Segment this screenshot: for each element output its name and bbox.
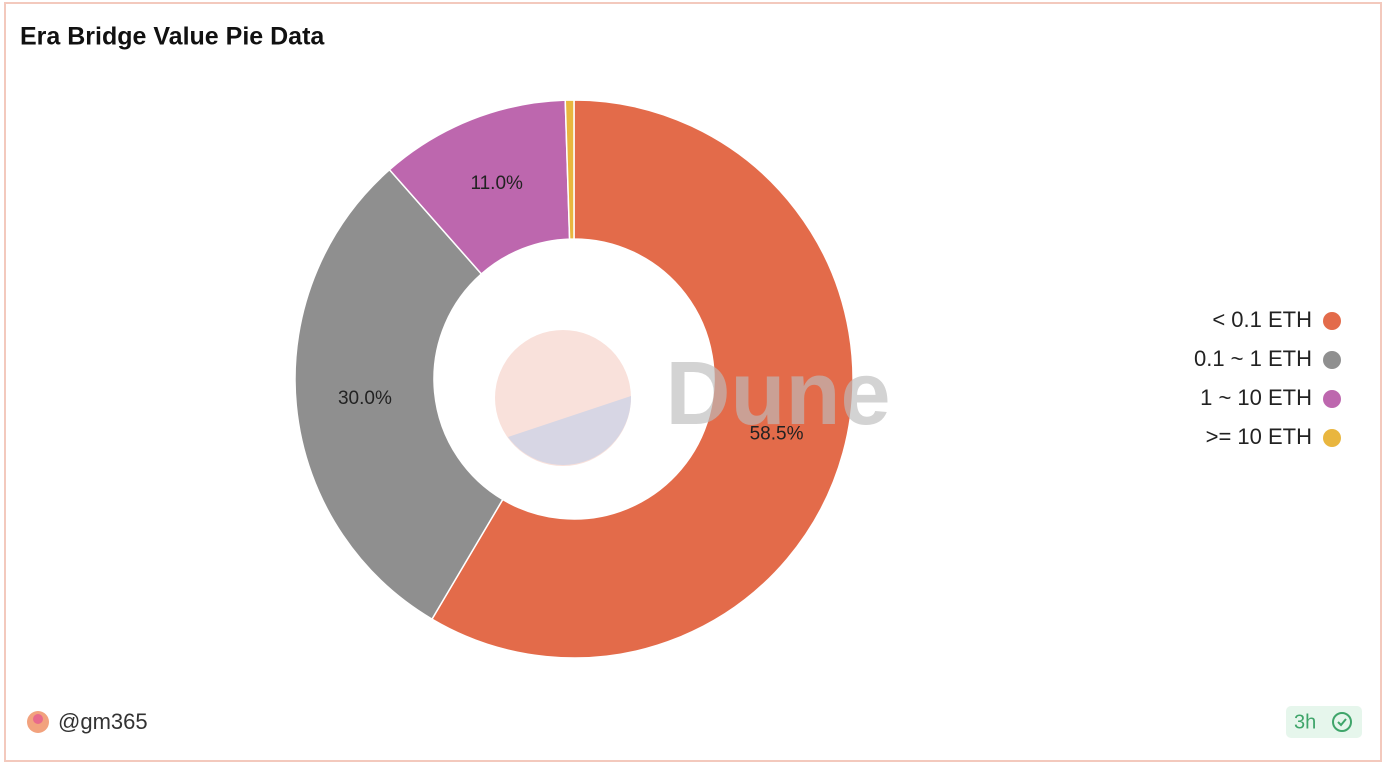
legend-swatch bbox=[1323, 429, 1341, 447]
slice-label: 30.0% bbox=[338, 388, 392, 409]
chart-title: Era Bridge Value Pie Data bbox=[20, 23, 325, 51]
badge-check bbox=[1337, 718, 1347, 727]
watermark: Dune bbox=[666, 344, 891, 444]
legend-label: 1 ~ 10 ETH bbox=[1200, 385, 1312, 410]
author-name[interactable]: @gm365 bbox=[58, 709, 148, 734]
avatar-face bbox=[33, 714, 43, 724]
legend-swatch bbox=[1323, 312, 1341, 330]
legend-label: < 0.1 ETH bbox=[1212, 307, 1312, 332]
legend-label: 0.1 ~ 1 ETH bbox=[1194, 346, 1312, 371]
slice bbox=[430, 99, 854, 659]
refresh-badge[interactable]: 3h bbox=[1286, 706, 1362, 738]
legend-label: >= 10 ETH bbox=[1206, 424, 1312, 449]
legend-swatch bbox=[1323, 390, 1341, 408]
badge-age: 3h bbox=[1294, 711, 1316, 733]
legend-swatch bbox=[1323, 351, 1341, 369]
author[interactable]: @gm365 bbox=[27, 709, 148, 734]
donut bbox=[294, 99, 854, 659]
slice bbox=[564, 99, 575, 240]
slice-labels: 58.5% 30.0% 11.0% bbox=[338, 173, 804, 445]
logo-bottom bbox=[508, 396, 632, 466]
legend: < 0.1 ETH 0.1 ~ 1 ETH 1 ~ 10 ETH >= 10 ETH bbox=[1194, 307, 1341, 449]
slice-label: 58.5% bbox=[750, 423, 804, 444]
slice bbox=[294, 168, 504, 621]
badge-icon bbox=[1332, 712, 1352, 732]
slice-label: 11.0% bbox=[470, 173, 523, 194]
center-logo bbox=[495, 330, 632, 466]
